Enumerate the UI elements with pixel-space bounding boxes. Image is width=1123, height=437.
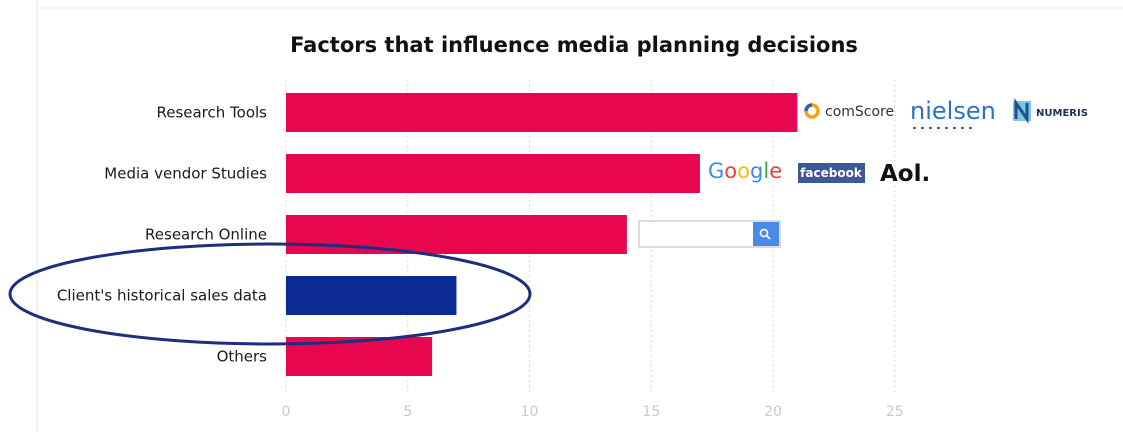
facebook-text: facebook <box>800 166 863 180</box>
category-labels: Research Tools Media vendor Studies Resear… <box>57 104 267 366</box>
bar-2 <box>286 154 700 193</box>
category-label: Research Online <box>145 226 267 244</box>
category-label: Media vendor Studies <box>104 165 267 183</box>
numeris-text: NUMERIS <box>1036 108 1088 119</box>
bar-3 <box>286 215 627 254</box>
nielsen-text: nielsen <box>910 97 996 125</box>
x-tick-label: 15 <box>642 404 660 420</box>
chart-title: Factors that influence media planning de… <box>290 33 858 57</box>
search-box <box>638 220 781 248</box>
category-label: Others <box>217 348 268 366</box>
category-label: Client's historical sales data <box>57 287 267 305</box>
facebook-logo: facebook <box>798 163 865 183</box>
google-text: Google <box>708 159 782 183</box>
bar-1 <box>286 93 798 132</box>
x-tick-label: 10 <box>521 404 539 420</box>
bars <box>286 93 798 376</box>
comscore-logo: comScore <box>804 103 894 120</box>
x-tick-label: 25 <box>886 404 904 420</box>
x-tick-label: 0 <box>282 404 291 420</box>
nielsen-logo: nielsen <box>910 97 996 129</box>
x-tick-label: 5 <box>403 404 412 420</box>
highlight-ellipse <box>8 242 532 346</box>
comscore-text: comScore <box>825 104 894 120</box>
category-label: Research Tools <box>156 104 267 122</box>
numeris-logo: NUMERIS <box>1013 98 1088 124</box>
magnifier-icon <box>759 228 771 240</box>
aol-text: Aol. <box>880 161 930 187</box>
bar-4 <box>286 276 457 315</box>
search-button <box>753 222 779 246</box>
google-logo: Google <box>708 159 782 183</box>
x-tick-labels: 0 5 10 15 20 25 <box>282 404 904 420</box>
aol-logo: Aol. <box>880 161 930 187</box>
x-tick-label: 20 <box>764 404 782 420</box>
